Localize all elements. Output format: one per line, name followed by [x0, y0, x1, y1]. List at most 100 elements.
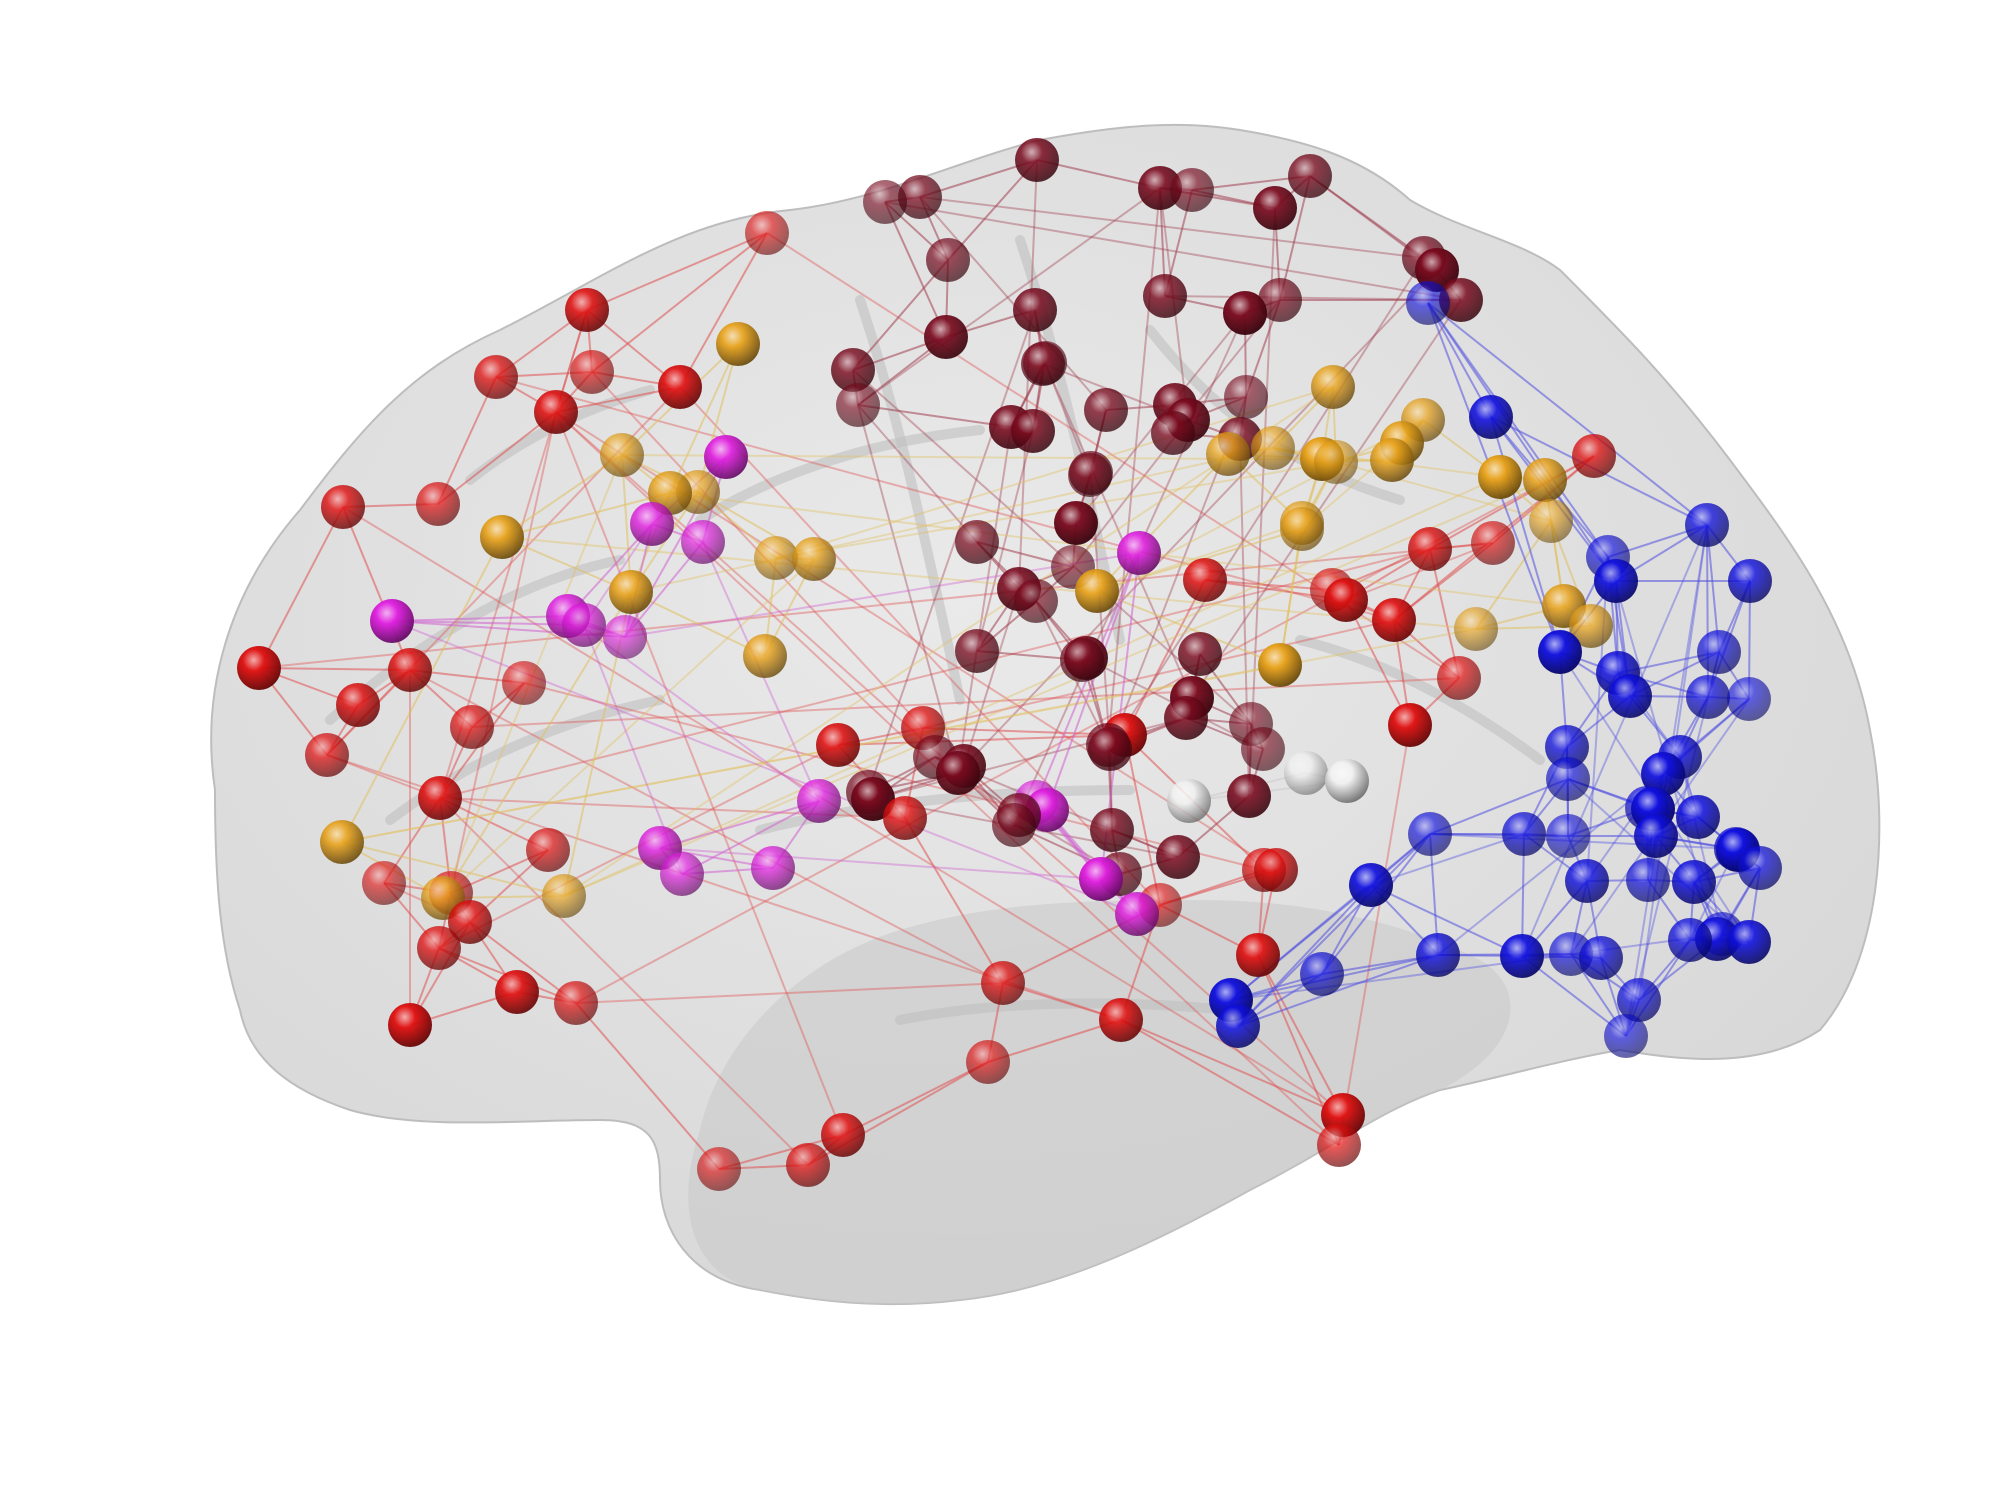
edge: [1706, 524, 1709, 698]
edge: [1096, 590, 1281, 666]
node-red: [570, 350, 614, 394]
node-darkred: [1014, 579, 1058, 623]
edge: [342, 506, 411, 671]
node-darkred: [1223, 291, 1267, 335]
node-darkred: [1156, 835, 1200, 879]
edge: [1521, 524, 1708, 957]
node-red: [1183, 558, 1227, 602]
node-red: [1408, 527, 1452, 571]
node-darkred: [1164, 696, 1208, 740]
edge: [501, 536, 1477, 630]
node-blue: [1634, 814, 1678, 858]
node-red: [1236, 933, 1280, 977]
node-orange: [743, 634, 787, 678]
node-magenta: [1115, 892, 1159, 936]
edge: [857, 187, 1161, 406]
edge: [586, 232, 768, 311]
node-darkred: [851, 777, 895, 821]
edge: [575, 982, 1004, 1004]
sulcus-2: [695, 425, 985, 525]
edge: [1429, 778, 1569, 835]
node-blue: [1565, 859, 1609, 903]
edge: [842, 1061, 989, 1136]
brain-surface: [210, 123, 1881, 1306]
node-orange: [1370, 438, 1414, 482]
edge: [442, 558, 815, 899]
edge: [1429, 455, 1595, 550]
edge: [1124, 579, 1206, 736]
edge: [258, 506, 344, 669]
node-darkred: [1227, 774, 1271, 818]
node-blue: [1538, 630, 1582, 674]
node-red: [495, 970, 539, 1014]
node-magenta: [660, 852, 704, 896]
edge: [884, 201, 1462, 301]
node-blue: [1349, 863, 1393, 907]
edge: [987, 1019, 1122, 1063]
node-red: [966, 1040, 1010, 1084]
edge: [555, 411, 844, 1136]
edge: [857, 404, 978, 543]
node-blue: [1672, 860, 1716, 904]
node-white: [1325, 759, 1369, 803]
edge: [437, 411, 557, 505]
edge: [1309, 175, 1425, 259]
node-magenta: [681, 520, 725, 564]
node-red: [388, 1003, 432, 1047]
edge: [1120, 1019, 1340, 1146]
node-blue: [1617, 978, 1661, 1022]
node-darkred: [1013, 288, 1057, 332]
node-red: [1317, 1123, 1361, 1167]
edge: [1046, 552, 1140, 811]
node-blue: [1216, 1004, 1260, 1048]
node-blue: [1685, 503, 1729, 547]
node-red: [418, 776, 462, 820]
node-orange: [609, 570, 653, 614]
edge: [450, 411, 557, 894]
edge: [442, 591, 632, 899]
node-orange: [1529, 499, 1573, 543]
edge: [563, 386, 1334, 897]
edge: [659, 847, 1102, 880]
node-darkred: [1178, 632, 1222, 676]
edge: [837, 734, 1126, 746]
node-orange: [1478, 455, 1522, 499]
edge: [659, 800, 820, 849]
edge: [439, 797, 809, 1166]
edge: [630, 447, 1274, 593]
edge: [963, 588, 1020, 767]
node-darkred: [926, 238, 970, 282]
edge: [258, 667, 411, 671]
node-darkred: [1143, 274, 1187, 318]
edge: [1338, 724, 1411, 1146]
node-blue: [1697, 630, 1741, 674]
node-red: [321, 485, 365, 529]
node-red: [821, 1113, 865, 1157]
node-orange: [1075, 569, 1119, 613]
edge: [342, 506, 1344, 1116]
edge: [439, 548, 1431, 799]
node-darkred: [1241, 727, 1285, 771]
node-darkred: [898, 175, 942, 219]
edge: [1237, 833, 1431, 1027]
edge: [919, 196, 1425, 259]
edge: [341, 664, 1281, 843]
edge: [1096, 453, 1229, 592]
sulcus-7: [1295, 635, 1545, 765]
node-red: [502, 661, 546, 705]
node-darkred: [936, 751, 980, 795]
node-blue: [1502, 812, 1546, 856]
edge: [523, 682, 1265, 871]
node-red: [565, 288, 609, 332]
edge: [922, 619, 1395, 729]
node-darkred: [1258, 278, 1302, 322]
node-magenta: [370, 599, 414, 643]
node-orange: [792, 537, 836, 581]
edge: [469, 921, 577, 1004]
edge: [563, 479, 1546, 897]
node-darkred: [1170, 168, 1214, 212]
node-blue: [1406, 281, 1450, 325]
node-blue: [1738, 846, 1782, 890]
node-red: [981, 961, 1025, 1005]
edge: [409, 669, 1004, 984]
